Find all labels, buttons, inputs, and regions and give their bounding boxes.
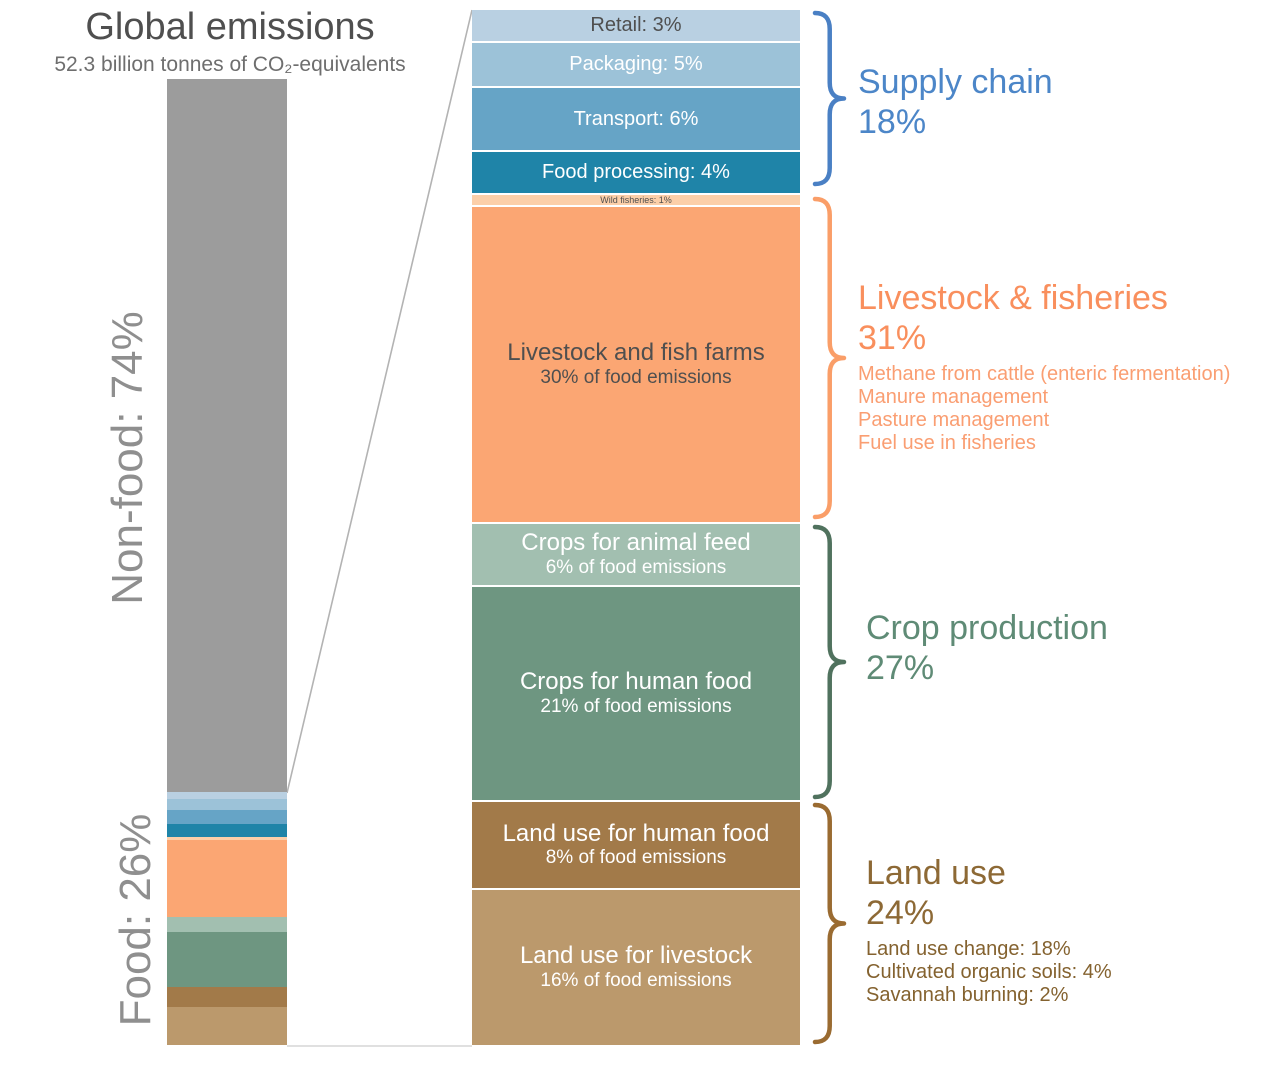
segment-livestock-fish-farms: Livestock and fish farms 30% of food emis… (472, 207, 800, 522)
chart-subtitle: 52.3 billion tonnes of CO₂-equivalents (54, 52, 406, 76)
left-mini-land-use-human-food (167, 987, 287, 1007)
chart-title-block: Global emissions 52.3 billion tonnes of … (15, 6, 445, 77)
group-percent: 18% (858, 103, 927, 142)
segment-sublabel: 6% of food emissions (545, 556, 727, 578)
non-food-bar-segment (167, 79, 287, 792)
segment-retail: Retail: 3% (472, 10, 800, 41)
group-detail-item: Land use change: 18% (866, 938, 1071, 961)
non-food-axis-label: Non-food: 74% (103, 311, 152, 605)
segment-label: Transport: 6% (573, 107, 699, 130)
group-name: Land use (866, 854, 1006, 892)
segment-food-processing: Food processing: 4% (472, 152, 800, 193)
segment-land-use-human-food: Land use for human food 8% of food emissi… (472, 802, 800, 888)
brace-land-use (812, 802, 847, 1045)
segment-label: Livestock and fish farms (507, 339, 765, 367)
segment-transport: Transport: 6% (472, 88, 800, 150)
segment-sublabel: 21% of food emissions (540, 695, 732, 717)
segment-sublabel: 8% of food emissions (545, 847, 727, 869)
group-label-supply-chain: Supply chain 18% (858, 62, 1053, 142)
group-percent: 31% (858, 319, 927, 358)
brace-livestock-fisheries (812, 196, 847, 520)
food-axis-label: Food: 26% (111, 813, 160, 1027)
segment-label: Retail: 3% (590, 14, 682, 36)
segment-crops-animal-feed: Crops for animal feed 6% of food emission… (472, 524, 800, 585)
left-mini-transport (167, 810, 287, 824)
group-detail-item: Manure management (858, 386, 1049, 409)
segment-crops-human-food: Crops for human food 21% of food emission… (472, 587, 800, 800)
segment-label: Land use for human food (502, 819, 770, 847)
left-mini-crops-human-food (167, 932, 287, 987)
left-mini-wild-fisheries (167, 837, 287, 840)
chart-title: Global emissions (85, 6, 375, 48)
group-detail-item: Fuel use in fisheries (858, 431, 1036, 454)
left-mini-packaging (167, 799, 287, 810)
group-label-land-use: Land use 24% Land use change: 18% Cultivate… (866, 853, 1112, 1007)
left-mini-land-use-livestock (167, 1007, 287, 1045)
group-details: Land use change: 18% Cultivated organic s… (866, 938, 1112, 1006)
segment-label: Crops for human food (519, 668, 753, 696)
left-mini-crops-animal-feed (167, 917, 287, 932)
group-detail-item: Savannah burning: 2% (866, 983, 1069, 1006)
group-details: Methane from cattle (enteric fermentatio… (858, 363, 1230, 454)
segment-packaging: Packaging: 5% (472, 43, 800, 86)
segment-land-use-livestock: Land use for livestock 16% of food emissi… (472, 890, 800, 1045)
group-name: Crop production (866, 609, 1108, 647)
left-mini-retail (167, 792, 287, 799)
brace-supply-chain (812, 10, 847, 187)
segment-label: Packaging: 5% (569, 53, 703, 75)
brace-crop-production (812, 524, 847, 800)
segment-wild-fisheries: Wild fisheries: 1% (472, 195, 800, 205)
left-mini-livestock-fish-farms (167, 840, 287, 917)
group-name: Livestock & fisheries (858, 279, 1168, 317)
segment-sublabel: 16% of food emissions (540, 969, 732, 991)
segment-label: Food processing: 4% (542, 161, 730, 183)
segment-label: Wild fisheries: 1% (600, 194, 672, 205)
segment-label: Crops for animal feed (521, 529, 751, 557)
group-detail-item: Methane from cattle (enteric fermentatio… (858, 363, 1231, 386)
segment-label: Land use for livestock (519, 942, 753, 970)
group-detail-item: Cultivated organic soils: 4% (866, 961, 1112, 984)
segment-sublabel: 30% of food emissions (540, 366, 732, 388)
group-percent: 24% (866, 894, 935, 933)
group-name: Supply chain (858, 63, 1053, 101)
group-label-livestock-fisheries: Livestock & fisheries 31% Methane from cat… (858, 278, 1230, 454)
group-percent: 27% (866, 649, 935, 688)
group-detail-item: Pasture management (858, 408, 1050, 431)
group-label-crop-production: Crop production 27% (866, 608, 1108, 688)
left-mini-food-processing (167, 824, 287, 837)
